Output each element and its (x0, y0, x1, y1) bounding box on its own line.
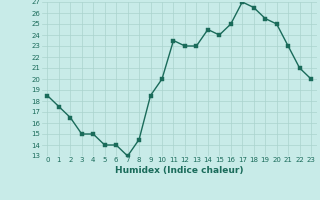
X-axis label: Humidex (Indice chaleur): Humidex (Indice chaleur) (115, 166, 244, 175)
